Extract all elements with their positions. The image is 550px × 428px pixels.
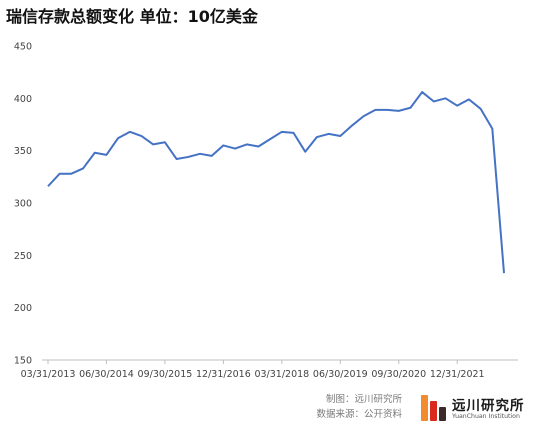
logo-subtitle: YuanChuan Institution	[452, 413, 520, 420]
x-tick-label: 03/31/2013	[21, 369, 76, 380]
axes	[42, 359, 518, 364]
logo-bar-3	[439, 407, 446, 421]
y-tick-label: 250	[14, 251, 32, 262]
y-tick-label: 300	[14, 199, 32, 210]
y-tick-label: 350	[14, 146, 32, 157]
y-tick-label: 150	[14, 356, 32, 367]
x-tick-label: 06/30/2014	[79, 369, 134, 380]
x-tick-label: 12/31/2016	[196, 369, 251, 380]
logo-bar-2	[430, 401, 437, 421]
credit-chart-by: 制图：远川研究所	[325, 394, 402, 405]
logo-icon	[421, 395, 447, 421]
y-tick-label: 200	[14, 303, 32, 314]
logo-name: 远川研究所	[452, 398, 525, 414]
x-tick-label: 03/31/2018	[254, 369, 309, 380]
footer-credits: 制图：远川研究所 数据来源：公开资料	[316, 392, 402, 422]
x-tick-label: 06/30/2019	[313, 369, 368, 380]
x-axis-labels: 03/31/2013 06/30/2014 09/30/2015 12/31/2016…	[21, 369, 485, 380]
x-tick-label: 12/31/2021	[430, 369, 485, 380]
series-points	[47, 92, 505, 274]
y-axis-labels: 150 200 250 300 350 400 450	[14, 42, 32, 367]
x-tick-label: 09/30/2015	[138, 369, 193, 380]
y-tick-label: 400	[14, 94, 32, 105]
x-tick-label: 09/30/2020	[371, 369, 426, 380]
logo-bar-1	[421, 395, 428, 421]
yuanchuan-logo: 远川研究所 YuanChuan Institution	[421, 394, 545, 424]
series-line	[47, 91, 505, 274]
credit-data-source: 数据来源：公开资料	[316, 409, 402, 420]
chart-title: 瑞信存款总额变化 单位：10亿美金	[6, 7, 258, 26]
y-tick-label: 450	[14, 42, 32, 53]
